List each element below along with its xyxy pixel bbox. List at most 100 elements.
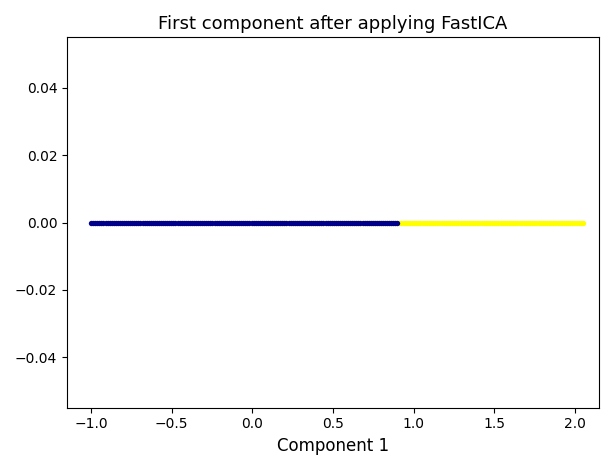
Point — [373, 219, 383, 226]
Point — [510, 219, 520, 226]
Point — [293, 219, 303, 226]
Point — [323, 219, 333, 226]
Point — [197, 219, 207, 226]
Point — [561, 219, 571, 226]
Point — [296, 219, 306, 226]
Point — [468, 219, 478, 226]
Point — [428, 219, 438, 226]
Point — [329, 219, 339, 226]
Point — [542, 219, 552, 226]
Point — [527, 219, 537, 226]
Point — [278, 219, 288, 226]
Point — [298, 219, 308, 226]
Point — [230, 219, 240, 226]
Point — [544, 219, 554, 226]
Point — [96, 219, 106, 226]
Point — [133, 219, 143, 226]
Point — [294, 219, 304, 226]
Point — [286, 219, 295, 226]
Point — [193, 219, 203, 226]
Point — [269, 219, 279, 226]
Point — [295, 219, 305, 226]
Point — [162, 219, 172, 226]
Point — [333, 219, 343, 226]
Point — [331, 219, 341, 226]
Point — [93, 219, 103, 226]
Point — [573, 219, 583, 226]
Point — [506, 219, 516, 226]
Point — [150, 219, 160, 226]
Point — [348, 219, 357, 226]
Point — [95, 219, 104, 226]
Point — [495, 219, 505, 226]
Point — [195, 219, 205, 226]
Point — [236, 219, 246, 226]
Point — [313, 219, 322, 226]
Point — [457, 219, 467, 226]
Point — [273, 219, 283, 226]
Point — [363, 219, 373, 226]
Point — [181, 219, 190, 226]
Point — [445, 219, 455, 226]
Point — [310, 219, 320, 226]
Point — [308, 219, 318, 226]
Point — [319, 219, 328, 226]
Point — [105, 219, 115, 226]
Point — [235, 219, 244, 226]
Point — [489, 219, 499, 226]
Point — [288, 219, 298, 226]
Point — [392, 219, 402, 226]
Point — [483, 219, 493, 226]
Point — [189, 219, 199, 226]
Point — [435, 219, 445, 226]
Point — [302, 219, 312, 226]
Point — [154, 219, 164, 226]
Point — [365, 219, 375, 226]
Point — [185, 219, 195, 226]
Point — [251, 219, 260, 226]
Point — [345, 219, 355, 226]
Point — [538, 219, 548, 226]
Point — [523, 219, 533, 226]
Point — [456, 219, 465, 226]
Point — [368, 219, 378, 226]
Point — [171, 219, 181, 226]
Point — [131, 219, 141, 226]
Point — [228, 219, 238, 226]
Point — [504, 219, 514, 226]
Point — [119, 219, 129, 226]
Point — [376, 219, 386, 226]
Point — [319, 219, 328, 226]
Point — [331, 219, 341, 226]
Point — [488, 219, 497, 226]
Point — [366, 219, 376, 226]
Point — [272, 219, 282, 226]
Point — [475, 219, 484, 226]
Point — [360, 219, 370, 226]
Point — [382, 219, 392, 226]
Point — [203, 219, 213, 226]
Point — [451, 219, 461, 226]
Point — [259, 219, 269, 226]
Point — [378, 219, 388, 226]
Point — [519, 219, 529, 226]
Point — [481, 219, 491, 226]
Point — [86, 219, 96, 226]
Point — [339, 219, 349, 226]
Point — [243, 219, 252, 226]
Point — [232, 219, 242, 226]
Point — [354, 219, 364, 226]
Point — [372, 219, 382, 226]
Point — [314, 219, 324, 226]
Point — [359, 219, 368, 226]
Point — [449, 219, 459, 226]
Point — [565, 219, 575, 226]
Point — [570, 219, 580, 226]
Point — [470, 219, 480, 226]
Point — [352, 219, 362, 226]
Point — [413, 219, 423, 226]
Point — [206, 219, 216, 226]
Point — [559, 219, 569, 226]
Point — [363, 219, 373, 226]
Point — [90, 219, 100, 226]
